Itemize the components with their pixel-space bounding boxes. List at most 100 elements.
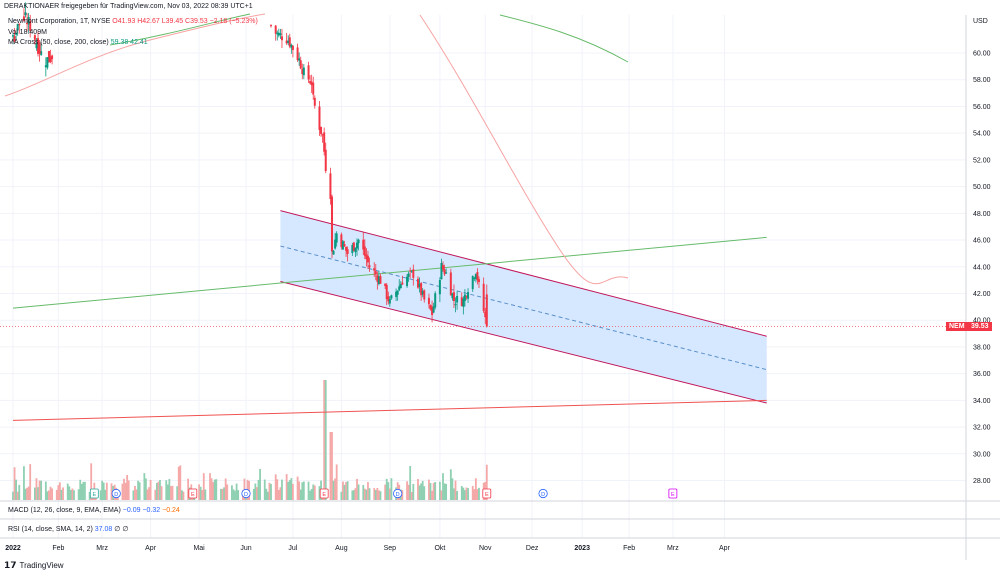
candle-body — [27, 17, 30, 25]
volume-bar — [252, 488, 255, 500]
volume-bar — [176, 486, 179, 500]
price-tick-label: 34.00 — [973, 398, 991, 405]
candle-body — [274, 25, 277, 34]
channel-upper-line — [280, 210, 767, 337]
volume-bar — [62, 487, 64, 500]
volume-bar — [77, 489, 80, 500]
tradingview-logo-icon: 𝟭𝟳 — [4, 560, 17, 570]
ma-values: 59.38 42.41 — [110, 39, 148, 46]
volume-bar — [343, 484, 346, 500]
candle-body — [332, 250, 335, 255]
dividend-marker — [393, 488, 403, 499]
volume-bar — [146, 489, 149, 500]
volume-bar — [38, 480, 41, 500]
volume-legend[interactable]: Vol 18.409M — [8, 29, 47, 36]
volume-bar — [35, 478, 38, 500]
volume-bar — [332, 480, 335, 500]
ma200-line — [499, 14, 629, 63]
volume-bar — [384, 484, 387, 500]
volume-bar — [137, 480, 139, 500]
candle-body — [33, 35, 36, 40]
price-tick-label: 50.00 — [973, 184, 991, 191]
volume-bar — [16, 491, 19, 500]
volume-bar — [49, 486, 52, 500]
ma50-line-left — [4, 13, 266, 97]
brand-label: TradingView — [19, 561, 64, 570]
candle-body — [374, 271, 377, 275]
candle-body — [46, 57, 49, 68]
dividend-marker — [111, 488, 121, 499]
volume-bars — [12, 380, 488, 500]
volume-bar — [412, 483, 415, 500]
volume-bar — [365, 489, 368, 500]
volume-bar — [73, 490, 75, 500]
time-tick-label: Dez — [526, 545, 539, 552]
symbol-legend[interactable]: Newmont Corporation, 1T, NYSE O41.93 H42… — [8, 18, 258, 25]
price-tick-label: 44.00 — [973, 264, 991, 271]
candle-body — [454, 304, 457, 306]
volume-bar — [57, 485, 60, 500]
volume-bar — [462, 487, 465, 500]
volume-bar — [453, 488, 455, 500]
candle-body — [362, 239, 365, 250]
rsi-legend[interactable]: RSI (14, close, SMA, 14, 2) 37.08 ∅ ∅ — [8, 525, 128, 533]
candle-body — [412, 269, 415, 278]
volume-bar — [324, 380, 327, 500]
volume-bar — [40, 480, 43, 500]
macd-legend[interactable]: MACD (12, 26, close, 9, EMA, EMA) −0.09 … — [8, 507, 180, 514]
time-axis: 2022 Feb Mrz Apr Mai Jun Jul Aug Sep Okt Nov Dez 202… — [5, 545, 730, 552]
volume-bar — [440, 490, 443, 500]
candle-body — [24, 12, 27, 16]
price-tick-label: 30.00 — [973, 451, 991, 458]
time-tick-label: 2023 — [574, 545, 590, 552]
volume-bar — [302, 481, 305, 500]
volume-bar — [471, 485, 474, 500]
candle-body — [351, 245, 354, 254]
volume-bar — [123, 478, 125, 500]
volume-bar — [312, 484, 315, 500]
volume-bar — [367, 482, 369, 500]
candle-body — [467, 292, 470, 299]
volume-bar — [254, 483, 257, 500]
candle-body — [352, 242, 355, 251]
candle-body — [388, 298, 391, 304]
volume-bar — [342, 481, 344, 500]
volume-bar — [237, 490, 240, 500]
candle-body — [365, 254, 368, 260]
ma50-line — [419, 14, 629, 285]
volume-bar — [55, 489, 58, 500]
volume-bar — [288, 480, 291, 500]
volume-bar — [121, 483, 124, 500]
earnings-marker — [89, 488, 99, 499]
rsi-value-3: ∅ — [122, 526, 129, 533]
candle-body — [280, 36, 283, 41]
volume-bar — [180, 490, 183, 500]
candle-body — [423, 290, 426, 300]
volume-bar — [51, 488, 53, 500]
volume-bar — [18, 484, 21, 500]
candle-body — [463, 294, 466, 301]
rsi-name: RSI (14, close, SMA, 14, 2) — [8, 526, 93, 533]
candle-body — [345, 246, 348, 251]
ma-legend[interactable]: MA Cross (50, close, 200, close) 59.38 4… — [8, 39, 148, 46]
red-trendline — [12, 399, 767, 421]
price-tick-label: 48.00 — [973, 211, 991, 218]
candle-body — [26, 22, 29, 25]
macd-name: MACD (12, 26, close, 9, EMA, EMA) — [8, 507, 121, 514]
volume-bar — [110, 483, 113, 500]
candle-body — [445, 272, 448, 274]
volume-bar — [296, 476, 299, 500]
volume-bar — [224, 478, 227, 500]
volume-bar — [465, 487, 468, 500]
price-tick-label: 52.00 — [973, 157, 991, 164]
candle-body — [396, 290, 399, 295]
volume-bar — [373, 488, 376, 500]
volume-bar — [221, 488, 224, 500]
price-axis: USD 60.00 58.00 56.00 54.00 52.00 50.00 48.00 46… — [973, 18, 991, 485]
currency-label: USD — [973, 18, 988, 25]
tradingview-brand[interactable]: 𝟭𝟳 TradingView — [4, 560, 64, 571]
candle-body — [477, 279, 480, 283]
candle-body — [471, 276, 474, 290]
volume-bar — [46, 491, 49, 500]
